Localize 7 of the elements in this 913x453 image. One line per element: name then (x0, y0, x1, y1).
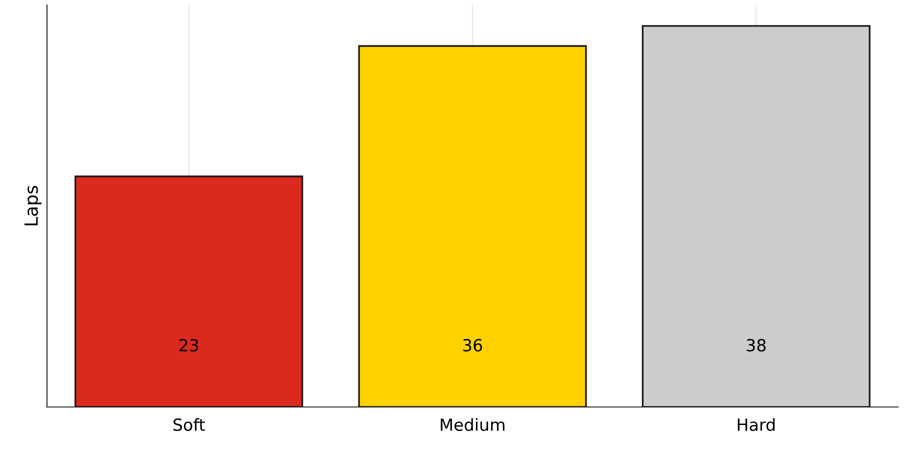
data-label: 38 (746, 338, 766, 352)
data-label: 36 (463, 338, 482, 352)
data-label: 23 (179, 338, 198, 352)
y-axis-title: Laps (24, 186, 42, 226)
x-tick-label: Medium (440, 418, 504, 432)
x-tick-label: Hard (738, 418, 775, 432)
x-tick-label: Soft (173, 418, 205, 432)
